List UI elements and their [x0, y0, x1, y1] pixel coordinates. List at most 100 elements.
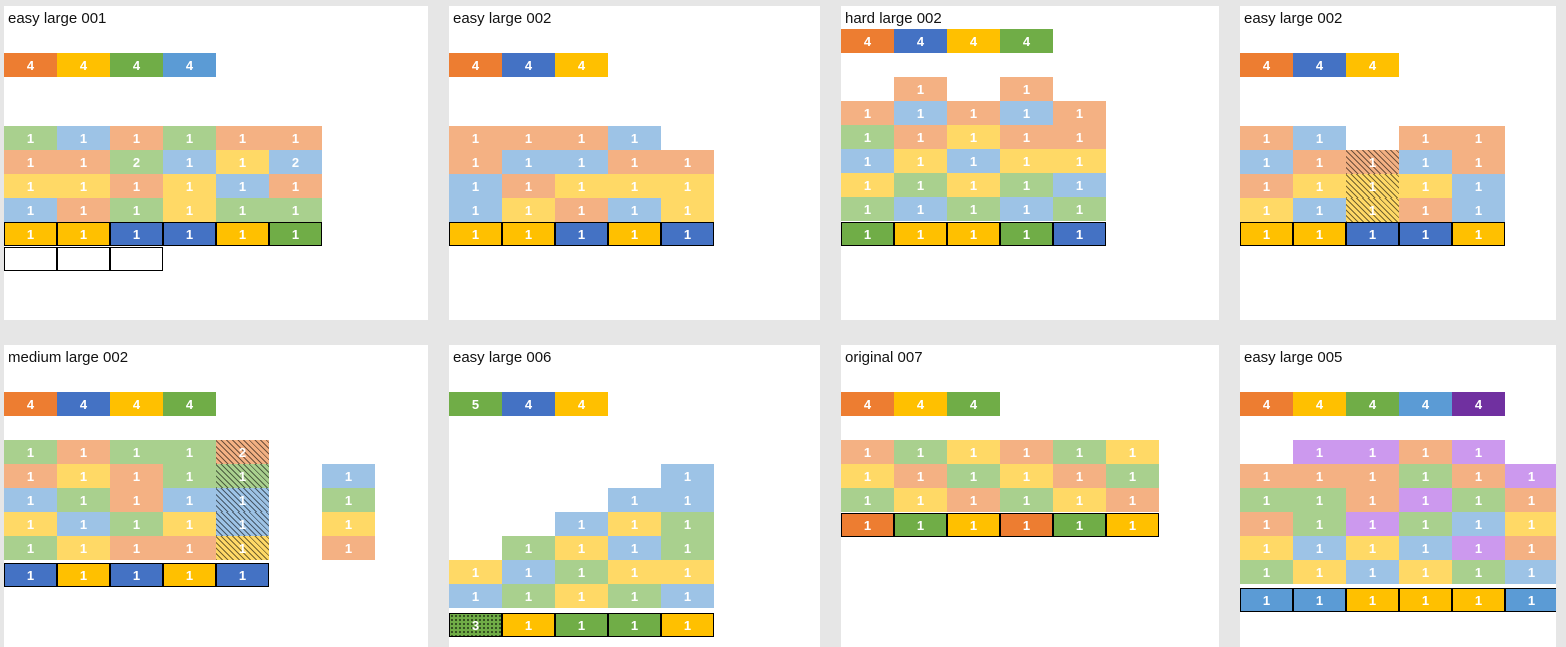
- stack-block[interactable]: 1: [1000, 197, 1053, 221]
- stack-block[interactable]: 1: [1000, 173, 1053, 197]
- stack-block[interactable]: 1: [1240, 126, 1293, 150]
- goal-block[interactable]: 4: [57, 53, 110, 77]
- base-block[interactable]: 1: [110, 563, 163, 587]
- stack-block[interactable]: 1: [4, 440, 57, 464]
- stack-block[interactable]: 1: [269, 174, 322, 198]
- stack-block[interactable]: 1: [1293, 174, 1346, 198]
- stack-block[interactable]: 1: [1399, 488, 1452, 512]
- stack-block[interactable]: 1: [1293, 512, 1346, 536]
- stack-block[interactable]: 1: [1399, 198, 1452, 222]
- base-block[interactable]: 1: [1452, 588, 1505, 612]
- stack-block[interactable]: 1: [1106, 464, 1159, 488]
- stack-block[interactable]: 1: [1053, 197, 1106, 221]
- stack-block[interactable]: 1: [947, 464, 1000, 488]
- stack-block[interactable]: 1: [608, 512, 661, 536]
- stack-block[interactable]: 1: [1106, 440, 1159, 464]
- base-block[interactable]: 1: [555, 222, 608, 246]
- stack-block[interactable]: 1: [57, 536, 110, 560]
- stack-block[interactable]: 1: [163, 512, 216, 536]
- stack-block[interactable]: 1: [163, 464, 216, 488]
- base-block[interactable]: 1: [163, 222, 216, 246]
- stack-block[interactable]: 1: [4, 536, 57, 560]
- base-block[interactable]: 1: [608, 613, 661, 637]
- stack-block[interactable]: 1: [110, 440, 163, 464]
- base-block[interactable]: 1: [1106, 513, 1159, 537]
- base-block[interactable]: 3: [449, 613, 502, 637]
- goal-block[interactable]: 4: [57, 392, 110, 416]
- stack-block[interactable]: 1: [555, 150, 608, 174]
- stack-block[interactable]: 1: [661, 174, 714, 198]
- stack-block[interactable]: 1: [163, 440, 216, 464]
- stack-block[interactable]: 1: [57, 488, 110, 512]
- stack-block[interactable]: 1: [661, 464, 714, 488]
- stack-block[interactable]: 1: [1240, 536, 1293, 560]
- stack-block[interactable]: 1: [163, 174, 216, 198]
- stack-block[interactable]: 1: [502, 584, 555, 608]
- stack-block[interactable]: 1: [841, 464, 894, 488]
- stack-block[interactable]: 1: [1053, 464, 1106, 488]
- base-block[interactable]: 1: [555, 613, 608, 637]
- stack-block[interactable]: 1: [661, 536, 714, 560]
- stack-block[interactable]: 1: [608, 126, 661, 150]
- base-block[interactable]: 1: [1399, 588, 1452, 612]
- stack-block[interactable]: 1: [502, 560, 555, 584]
- stack-block[interactable]: 1: [947, 101, 1000, 125]
- stack-block[interactable]: 1: [57, 464, 110, 488]
- goal-block[interactable]: 4: [163, 53, 216, 77]
- stack-block[interactable]: 1: [1346, 536, 1399, 560]
- stack-block[interactable]: 1: [1293, 560, 1346, 584]
- stack-block[interactable]: 1: [216, 174, 269, 198]
- stack-block[interactable]: 1: [502, 536, 555, 560]
- stack-block[interactable]: 1: [1000, 464, 1053, 488]
- stack-block[interactable]: 1: [1399, 536, 1452, 560]
- stack-block[interactable]: 1: [57, 150, 110, 174]
- goal-block[interactable]: 4: [1240, 53, 1293, 77]
- stack-block[interactable]: 1: [1505, 536, 1556, 560]
- stack-block[interactable]: 1: [555, 584, 608, 608]
- stack-block[interactable]: 1: [1346, 512, 1399, 536]
- stack-block[interactable]: 1: [1240, 174, 1293, 198]
- stack-block[interactable]: 1: [947, 173, 1000, 197]
- stack-block[interactable]: 1: [947, 488, 1000, 512]
- base-block[interactable]: 1: [841, 513, 894, 537]
- goal-block[interactable]: 4: [163, 392, 216, 416]
- stack-block[interactable]: 1: [1293, 440, 1346, 464]
- goal-block[interactable]: 4: [841, 392, 894, 416]
- goal-block[interactable]: 4: [502, 392, 555, 416]
- stack-block[interactable]: 1: [1000, 101, 1053, 125]
- stack-block[interactable]: 1: [894, 464, 947, 488]
- stack-block[interactable]: 1: [449, 584, 502, 608]
- base-block[interactable]: 1: [1000, 222, 1053, 246]
- stack-block[interactable]: 1: [502, 150, 555, 174]
- base-block[interactable]: 1: [894, 222, 947, 246]
- stack-block[interactable]: 1: [661, 512, 714, 536]
- stack-block[interactable]: 1: [216, 488, 269, 512]
- stack-block[interactable]: 1: [57, 174, 110, 198]
- stack-block[interactable]: 1: [1452, 464, 1505, 488]
- stack-block[interactable]: 1: [1346, 560, 1399, 584]
- stack-block[interactable]: 1: [1346, 440, 1399, 464]
- stack-block[interactable]: 1: [322, 536, 375, 560]
- stack-block[interactable]: 1: [608, 536, 661, 560]
- stack-block[interactable]: 1: [1240, 464, 1293, 488]
- stack-block[interactable]: 1: [163, 488, 216, 512]
- stack-block[interactable]: 1: [1293, 488, 1346, 512]
- stack-block[interactable]: 1: [1053, 173, 1106, 197]
- stack-block[interactable]: 1: [1452, 560, 1505, 584]
- stack-block[interactable]: 1: [163, 150, 216, 174]
- stack-block[interactable]: 2: [216, 440, 269, 464]
- stack-block[interactable]: 1: [1399, 512, 1452, 536]
- stack-block[interactable]: 1: [608, 584, 661, 608]
- stack-block[interactable]: 1: [110, 198, 163, 222]
- base-block[interactable]: 1: [1346, 222, 1399, 246]
- stack-block[interactable]: 1: [947, 125, 1000, 149]
- stack-block[interactable]: 1: [1346, 198, 1399, 222]
- stack-block[interactable]: 1: [1240, 512, 1293, 536]
- stack-block[interactable]: 1: [1452, 126, 1505, 150]
- stack-block[interactable]: 1: [1293, 198, 1346, 222]
- base-block[interactable]: 1: [661, 222, 714, 246]
- stack-block[interactable]: 1: [1000, 440, 1053, 464]
- stack-block[interactable]: 1: [4, 198, 57, 222]
- goal-block[interactable]: 4: [1293, 53, 1346, 77]
- stack-block[interactable]: 1: [1000, 77, 1053, 101]
